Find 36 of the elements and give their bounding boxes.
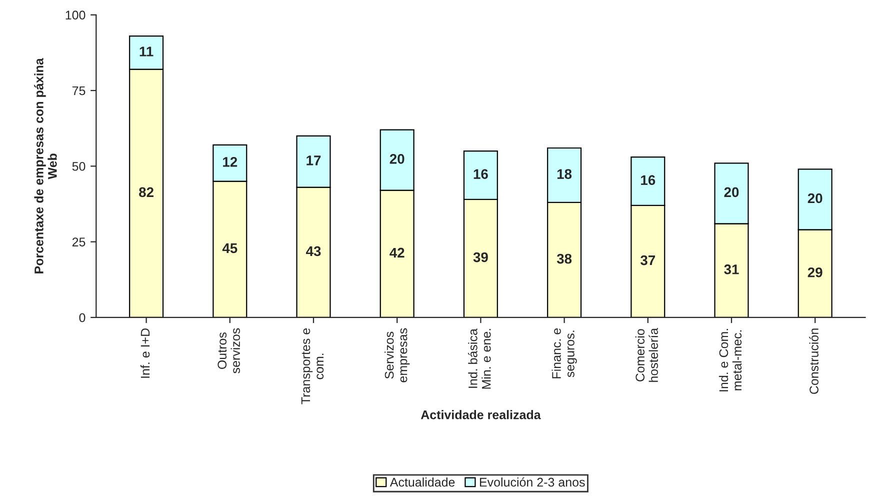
data-label: 12 bbox=[223, 157, 238, 167]
x-tick-label: Financ. e seguros. bbox=[552, 328, 577, 378]
data-label: 43 bbox=[306, 246, 321, 256]
legend-label: Actualidade bbox=[390, 477, 455, 487]
data-label: 16 bbox=[474, 169, 488, 179]
y-tick-label: 50 bbox=[72, 162, 86, 171]
data-label: 39 bbox=[473, 252, 488, 262]
data-label: 42 bbox=[390, 248, 404, 258]
data-label: 37 bbox=[640, 255, 656, 266]
y-tick-label: 0 bbox=[79, 313, 86, 322]
x-tick-label: Inf. e I+D bbox=[140, 328, 150, 378]
data-label: 16 bbox=[641, 175, 656, 186]
x-tick-label: Comercio hostelería bbox=[635, 328, 658, 382]
x-axis-title: Actividade realizada bbox=[420, 410, 541, 420]
x-tick-label: Ind. e Com. metal-mec. bbox=[718, 328, 742, 392]
y-axis-title: Porcentaxe de empresas con páxina Web bbox=[34, 58, 57, 274]
data-label: 45 bbox=[222, 243, 238, 254]
y-tick-label: 100 bbox=[66, 10, 86, 20]
x-tick-label: Outros servizos bbox=[218, 328, 240, 374]
y-tick-label: 25 bbox=[72, 238, 86, 246]
data-label: 18 bbox=[557, 169, 572, 179]
data-label: 11 bbox=[140, 46, 154, 56]
x-tick-label: Servizos empresas bbox=[384, 328, 410, 382]
data-label: 31 bbox=[724, 264, 739, 274]
data-label: 29 bbox=[808, 267, 822, 278]
data-label: 82 bbox=[139, 187, 154, 198]
data-label: 20 bbox=[724, 187, 739, 198]
x-tick-label: Construción bbox=[809, 328, 818, 394]
y-tick-label: 75 bbox=[72, 86, 86, 96]
x-tick-label: Ind. básica Min. e ene. bbox=[468, 328, 491, 389]
data-label: 17 bbox=[306, 156, 321, 166]
data-label: 20 bbox=[808, 193, 822, 204]
data-label: 20 bbox=[390, 154, 404, 164]
legend-label: Evolución 2-3 anos bbox=[480, 477, 585, 487]
data-label: 38 bbox=[556, 254, 572, 264]
x-tick-label: Transportes e com. bbox=[301, 328, 324, 404]
